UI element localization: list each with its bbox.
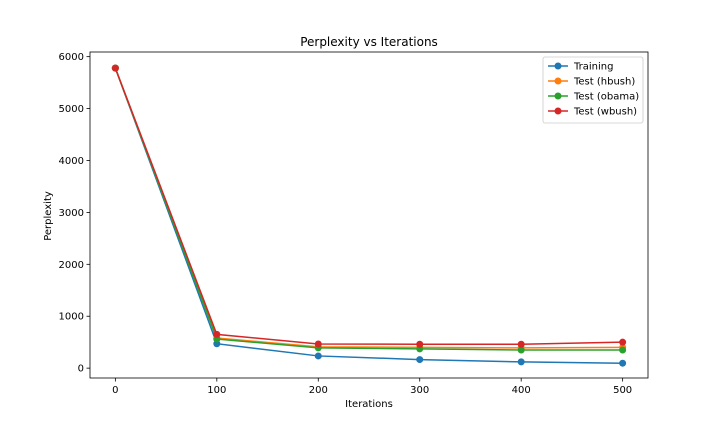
series-point-0	[314, 352, 322, 360]
legend-swatch-marker	[554, 107, 562, 115]
x-tick-label: 200	[309, 385, 328, 396]
x-tick-label: 400	[512, 385, 531, 396]
legend-label: Test (hbush)	[573, 77, 635, 88]
legend-label: Test (obama)	[573, 92, 639, 103]
plot-area: 0 100 200 300 400 500010002000300040005000600…	[59, 51, 649, 396]
x-tick-label: 0	[112, 385, 118, 396]
series-point-2	[517, 346, 525, 354]
y-tick-label: 4000	[59, 156, 84, 167]
plot-frame	[89, 51, 649, 379]
y-tick-label: 3000	[59, 208, 84, 219]
y-tick-label: 5000	[59, 104, 84, 115]
series-point-0	[416, 356, 424, 364]
series-point-3	[111, 64, 119, 72]
legend-label: Test (wbush)	[573, 107, 637, 118]
series-point-2	[619, 346, 627, 354]
legend-box	[542, 56, 644, 124]
series-line-2	[114, 67, 623, 351]
x-axis-label: Iterations	[345, 399, 393, 410]
chart-title: Perplexity vs Iterations	[300, 35, 438, 49]
x-tick-label: 300	[410, 385, 429, 396]
y-tick-label: 6000	[59, 52, 84, 63]
series-point-0	[619, 359, 627, 367]
legend-swatch-marker	[554, 77, 562, 85]
series-line-3	[114, 67, 623, 346]
series-point-3	[416, 340, 424, 348]
legend-label: Training	[573, 62, 613, 73]
series-point-3	[314, 340, 322, 348]
y-tick-label: 0	[78, 364, 84, 375]
x-tick-label: 500	[613, 385, 632, 396]
legend-swatch-marker	[554, 92, 562, 100]
y-tick-label: 1000	[59, 312, 84, 323]
series-point-0	[517, 358, 525, 366]
x-tick-label: 100	[207, 385, 226, 396]
y-tick-label: 2000	[59, 260, 84, 271]
series-point-3	[619, 338, 627, 346]
series-point-3	[213, 330, 221, 338]
series-point-3	[517, 340, 525, 348]
series-line-0	[114, 67, 623, 364]
legend: Training Test (hbush) Test (obama) Test (wb…	[542, 56, 644, 124]
y-axis-label: Perplexity	[43, 191, 54, 241]
legend-swatch-marker	[554, 62, 562, 70]
